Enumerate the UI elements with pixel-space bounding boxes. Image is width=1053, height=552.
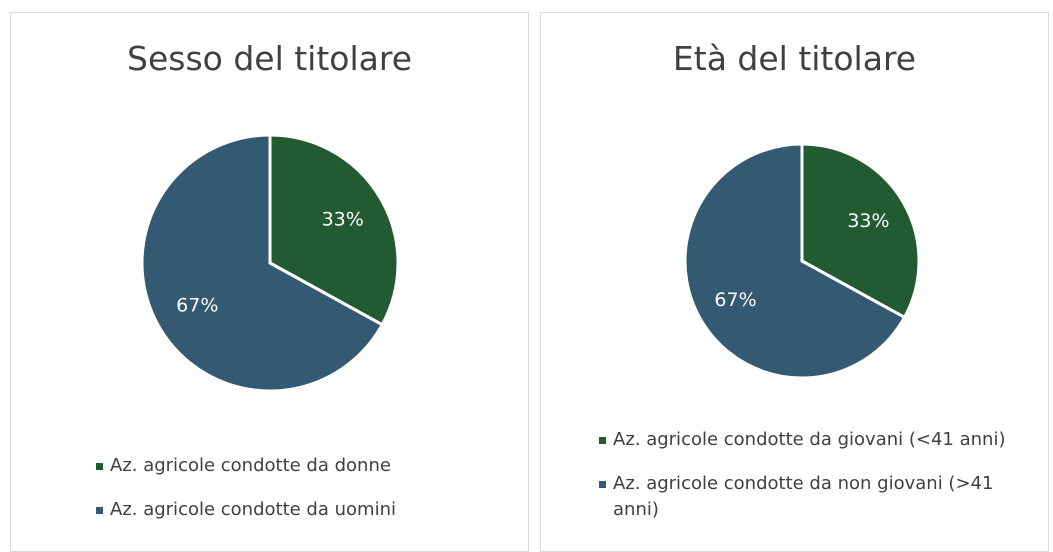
data-label: 67% [714, 289, 756, 311]
pie: 33% 67% [683, 142, 921, 380]
legend-item: Az. agricole condotte da uomini [96, 497, 516, 523]
data-label: 33% [322, 208, 364, 230]
pie-slice [800, 142, 921, 320]
legend-swatch [599, 481, 606, 488]
legend-item: Az. agricole condotte da donne [96, 453, 516, 479]
pie-slice [140, 133, 385, 393]
pie-slice [268, 133, 400, 327]
legend: Az. agricole condotte da donne Az. agrico… [96, 453, 516, 541]
pie-slice [683, 142, 907, 380]
legend: Az. agricole condotte da giovani (<41 an… [599, 427, 1019, 541]
chart-panel: Età del titolare 33% 67% Az. agricole condo… [540, 12, 1049, 552]
chart-title: Età del titolare [672, 39, 917, 78]
legend-swatch [599, 437, 606, 444]
legend-label: Az. agricole condotte da giovani (<41 an… [613, 429, 1006, 450]
page: {"chart_data": [ {"type": "pie", "title"… [10, 12, 1049, 552]
data-label: 67% [176, 295, 218, 317]
legend-label: Az. agricole condotte da donne [110, 455, 391, 476]
chart-title: Sesso del titolare [127, 39, 412, 78]
legend-item: Az. agricole condotte da non giovani (>4… [599, 471, 1019, 523]
pie: 33% 67% [140, 133, 400, 393]
chart-panel: Sesso del titolare 33% 67% Az. agricole con… [10, 12, 529, 552]
legend-item: Az. agricole condotte da giovani (<41 an… [599, 427, 1019, 453]
legend-label: Az. agricole condotte da uomini [110, 499, 396, 520]
data-label: 33% [847, 210, 889, 232]
legend-swatch [96, 463, 103, 470]
legend-label: Az. agricole condotte da non giovani (>4… [613, 473, 994, 520]
legend-swatch [96, 507, 103, 514]
